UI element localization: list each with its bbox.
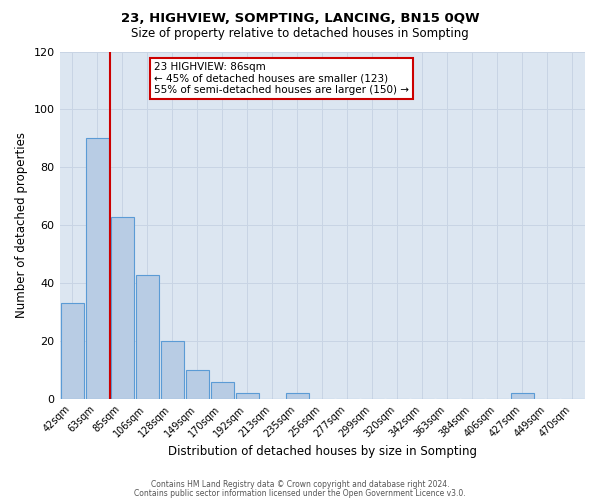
Bar <box>286 394 309 399</box>
Bar <box>136 274 158 399</box>
Bar <box>161 341 184 399</box>
X-axis label: Distribution of detached houses by size in Sompting: Distribution of detached houses by size … <box>168 444 477 458</box>
Bar <box>185 370 209 399</box>
Text: Contains HM Land Registry data © Crown copyright and database right 2024.: Contains HM Land Registry data © Crown c… <box>151 480 449 489</box>
Bar <box>236 394 259 399</box>
Text: 23 HIGHVIEW: 86sqm
← 45% of detached houses are smaller (123)
55% of semi-detach: 23 HIGHVIEW: 86sqm ← 45% of detached hou… <box>154 62 409 95</box>
Bar <box>511 394 534 399</box>
Text: 23, HIGHVIEW, SOMPTING, LANCING, BN15 0QW: 23, HIGHVIEW, SOMPTING, LANCING, BN15 0Q… <box>121 12 479 26</box>
Bar <box>211 382 233 399</box>
Bar <box>86 138 109 399</box>
Bar <box>61 304 83 399</box>
Bar <box>110 216 134 399</box>
Text: Contains public sector information licensed under the Open Government Licence v3: Contains public sector information licen… <box>134 490 466 498</box>
Text: Size of property relative to detached houses in Sompting: Size of property relative to detached ho… <box>131 28 469 40</box>
Y-axis label: Number of detached properties: Number of detached properties <box>15 132 28 318</box>
